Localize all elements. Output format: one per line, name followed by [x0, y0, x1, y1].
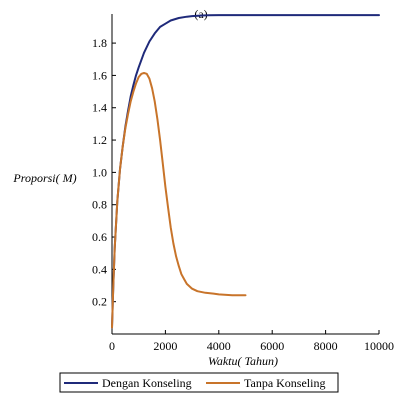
x-tick-label: 8000: [314, 339, 338, 353]
x-axis-label: Waktu( Tahun): [208, 354, 278, 368]
y-tick-label: 0.2: [92, 295, 107, 309]
x-tick-label: 6000: [260, 339, 284, 353]
y-tick-label: 0.4: [92, 262, 107, 276]
y-axis-ticks: 0.2 0.4 0.6 0.8 1.0 1.2 1.4 1.6 1.8: [92, 36, 116, 309]
y-tick-label: 1.2: [92, 133, 107, 147]
legend: Dengan Konseling Tanpa Konseling: [59, 372, 339, 393]
y-tick-label: 1.4: [92, 101, 107, 115]
legend-label-tanpa-konseling: Tanpa Konseling: [244, 376, 325, 390]
y-tick-label: 0.8: [92, 198, 107, 212]
x-tick-label: 10000: [364, 339, 394, 353]
x-axis-ticks: 0 2000 4000 6000 8000 10000: [109, 330, 394, 353]
x-tick-label: 2000: [153, 339, 177, 353]
legend-label-dengan-konseling: Dengan Konseling: [102, 376, 192, 390]
x-tick-label: 0: [109, 339, 115, 353]
chart-title: (a): [194, 7, 207, 21]
y-axis-label: Proporsi( M): [12, 171, 76, 185]
series-layer: [111, 14, 380, 329]
series-line-tanpa-konseling: [111, 72, 247, 329]
legend-box: [59, 372, 339, 393]
x-tick-label: 4000: [207, 339, 231, 353]
y-tick-label: 0.6: [92, 230, 107, 244]
y-tick-label: 1.8: [92, 36, 107, 50]
series-line-dengan-konseling: [111, 14, 380, 329]
y-tick-label: 1.0: [92, 165, 107, 179]
y-tick-label: 1.6: [92, 68, 107, 82]
